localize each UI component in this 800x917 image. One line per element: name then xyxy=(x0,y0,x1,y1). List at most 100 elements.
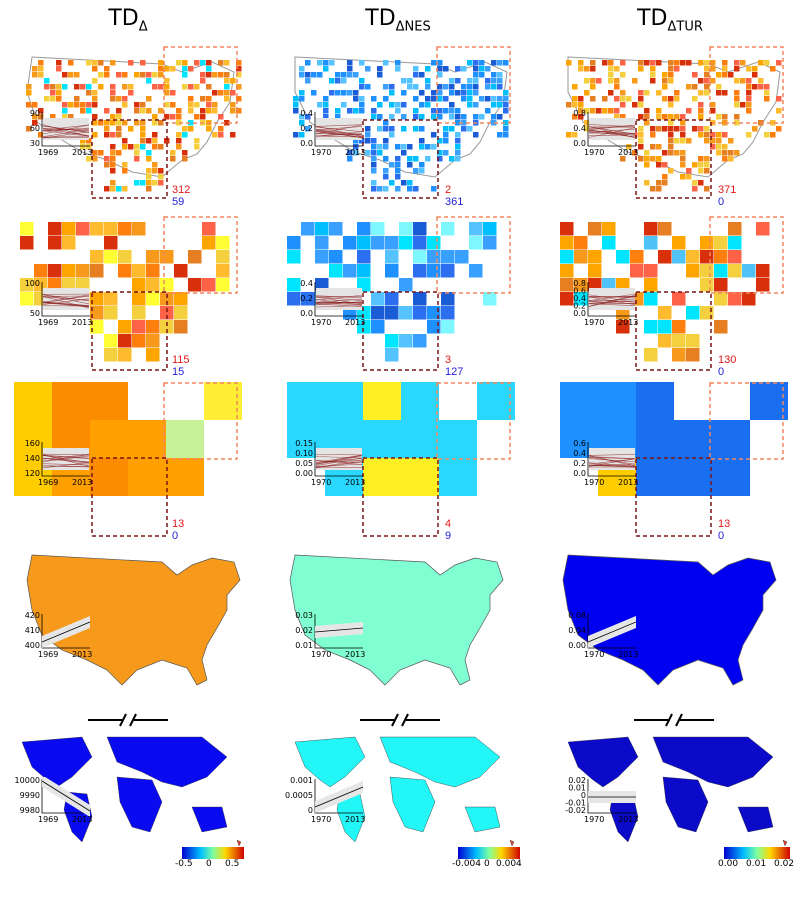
grid-cell xyxy=(722,90,728,96)
grid-cell xyxy=(48,222,62,236)
grid-cell xyxy=(347,66,353,72)
inset-ytick: 0.4 xyxy=(573,124,586,133)
grid-cell xyxy=(419,162,425,168)
grid-cell xyxy=(110,60,116,66)
grid-cell xyxy=(146,278,160,292)
grid-cell xyxy=(118,348,132,362)
inset-ytick: 0.00 xyxy=(295,469,313,478)
grid-cell xyxy=(491,96,497,102)
grid-cell xyxy=(590,66,596,72)
grid-cell xyxy=(485,108,491,114)
grid-cell xyxy=(608,78,614,84)
grid-cell xyxy=(722,150,728,156)
inset-ytick: 90 xyxy=(30,110,40,118)
grid-cell xyxy=(325,382,363,420)
title-main: TD xyxy=(637,6,667,31)
grid-cell xyxy=(104,348,118,362)
inset-ytick: -0.02 xyxy=(565,806,586,815)
red-count: 3 xyxy=(445,354,451,366)
grid-cell xyxy=(377,72,383,78)
grid-cell xyxy=(104,162,110,168)
grid-cell xyxy=(734,114,740,120)
grid-cell xyxy=(224,84,230,90)
grid-cell xyxy=(425,84,431,90)
grid-cell xyxy=(636,382,674,420)
grid-cell xyxy=(728,72,734,78)
colorbar-tick: 0.5 xyxy=(225,859,239,869)
grid-cell xyxy=(134,150,140,156)
grid-cell xyxy=(146,168,152,174)
grid-cell xyxy=(596,78,602,84)
grid-cell xyxy=(56,84,62,90)
title-td-delta-tur: TDΔTUR xyxy=(570,6,770,34)
grid-cell xyxy=(469,264,483,278)
grid-cell xyxy=(572,96,578,102)
inset-ytick: 0.4 xyxy=(300,110,313,118)
grid-cell xyxy=(752,66,758,72)
grid-cell xyxy=(413,84,419,90)
grid-cell xyxy=(672,236,686,250)
grid-cell xyxy=(503,132,509,138)
grid-cell xyxy=(371,96,377,102)
grid-cell xyxy=(140,138,146,144)
grid-cell xyxy=(692,162,698,168)
grid-cell xyxy=(437,90,443,96)
grid-cell xyxy=(152,168,158,174)
grid-cell xyxy=(385,236,399,250)
grid-cell xyxy=(407,144,413,150)
grid-cell xyxy=(146,348,160,362)
grid-cell xyxy=(473,72,479,78)
grid-cell xyxy=(455,250,469,264)
grid-cell xyxy=(287,236,301,250)
grid-cell xyxy=(650,60,656,66)
grid-cell xyxy=(122,186,128,192)
grid-cell xyxy=(722,114,728,120)
grid-cell xyxy=(158,72,164,78)
grid-cell xyxy=(602,222,616,236)
grid-cell xyxy=(134,156,140,162)
grid-cell xyxy=(395,102,401,108)
grid-cell xyxy=(614,84,620,90)
grid-cell xyxy=(174,264,188,278)
grid-cell xyxy=(473,66,479,72)
grid-cell xyxy=(371,236,385,250)
grid-cell xyxy=(413,114,419,120)
grid-cell xyxy=(485,78,491,84)
grid-cell xyxy=(134,144,140,150)
grid-cell xyxy=(638,66,644,72)
grid-cell xyxy=(746,84,752,90)
inset-ytick: 50 xyxy=(30,309,40,318)
grid-cell xyxy=(118,250,132,264)
grid-cell xyxy=(686,60,692,66)
grid-cell xyxy=(377,144,383,150)
grid-cell xyxy=(437,96,443,102)
grid-cell xyxy=(674,420,712,458)
grid-cell xyxy=(206,108,212,114)
grid-cell xyxy=(584,78,590,84)
grid-cell xyxy=(202,278,216,292)
grid-cell xyxy=(132,264,146,278)
continent-shape xyxy=(465,807,500,832)
grid-cell xyxy=(714,278,728,292)
grid-cell xyxy=(680,60,686,66)
grid-cell xyxy=(34,264,48,278)
grid-cell xyxy=(343,264,357,278)
grid-cell xyxy=(401,144,407,150)
inset-ytick: 60 xyxy=(30,124,40,133)
grid-cell xyxy=(385,292,399,306)
grid-cell xyxy=(413,264,427,278)
grid-cell xyxy=(140,120,146,126)
grid-cell xyxy=(194,114,200,120)
grid-cell xyxy=(656,156,662,162)
grid-cell xyxy=(700,236,714,250)
grid-cell xyxy=(311,90,317,96)
grid-cell xyxy=(218,126,224,132)
grid-cell xyxy=(383,84,389,90)
grid-cell xyxy=(413,306,427,320)
grid-cell xyxy=(672,292,686,306)
grid-cell xyxy=(329,264,343,278)
grid-cell xyxy=(74,102,80,108)
